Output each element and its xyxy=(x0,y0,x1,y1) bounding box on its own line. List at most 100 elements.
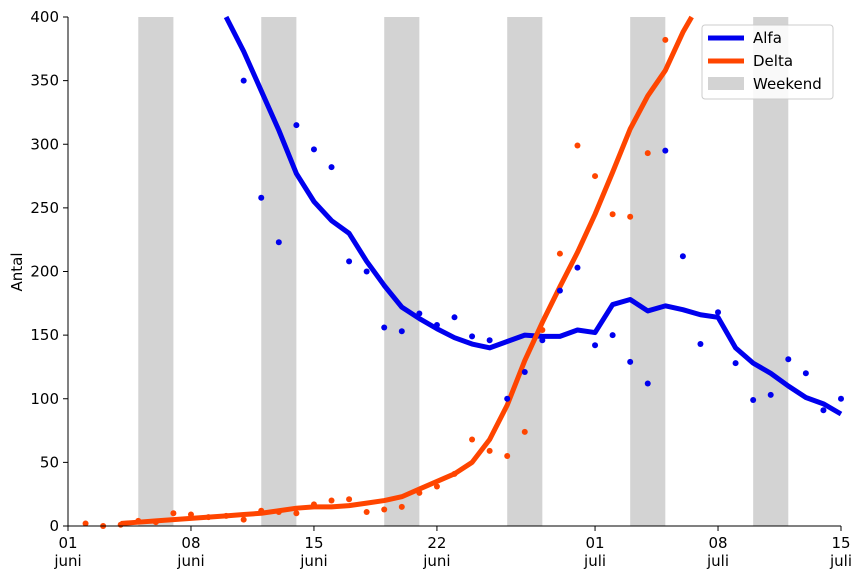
x-ticks: 01juni08juni15juni22juni01juli08juli15ju… xyxy=(53,526,852,570)
data-point-alfa xyxy=(715,309,722,316)
weekend-bands xyxy=(138,17,789,526)
data-point-delta xyxy=(152,519,159,526)
data-point-alfa xyxy=(346,258,353,265)
series-line-delta xyxy=(120,15,694,526)
data-point-delta xyxy=(135,517,142,524)
legend-swatch-weekend xyxy=(708,77,744,90)
x-tick-label-month: juli xyxy=(706,552,729,570)
data-point-alfa xyxy=(258,194,265,201)
data-point-delta xyxy=(451,470,458,477)
data-point-alfa xyxy=(609,332,616,339)
data-point-alfa xyxy=(838,395,844,402)
y-tick-label: 150 xyxy=(30,326,59,344)
weekend-band xyxy=(261,17,297,526)
data-point-delta xyxy=(398,503,405,510)
series-lines xyxy=(120,15,843,526)
data-point-alfa xyxy=(469,333,476,340)
data-point-delta xyxy=(469,436,476,443)
data-point-delta xyxy=(662,36,669,43)
data-point-alfa xyxy=(732,360,739,367)
weekend-band xyxy=(507,17,543,526)
x-tick-label-day: 15 xyxy=(831,534,850,552)
data-point-delta xyxy=(381,506,388,513)
x-tick-label-month: juni xyxy=(176,552,204,570)
data-point-delta xyxy=(117,521,124,528)
y-ticks: 0 50 100 150 200 250 300 350 400 xyxy=(30,8,68,535)
data-point-delta xyxy=(170,510,177,517)
weekend-band xyxy=(630,17,666,526)
x-tick-label-day: 15 xyxy=(304,534,323,552)
data-point-alfa xyxy=(820,407,827,414)
x-tick-label-day: 22 xyxy=(427,534,446,552)
legend: Alfa Delta Weekend xyxy=(701,24,834,100)
data-point-alfa xyxy=(486,337,493,344)
data-point-alfa xyxy=(556,287,563,294)
data-point-delta xyxy=(240,516,247,523)
x-tick-label-month: juni xyxy=(422,552,450,570)
data-point-alfa xyxy=(433,321,440,328)
data-point-alfa xyxy=(504,395,511,402)
y-tick-label: 50 xyxy=(40,453,59,471)
data-point-delta xyxy=(627,213,634,220)
data-point-delta xyxy=(574,142,581,149)
data-point-delta xyxy=(223,512,230,519)
data-point-alfa xyxy=(416,310,423,317)
x-tick-label-day: 01 xyxy=(58,534,77,552)
data-point-delta xyxy=(363,509,370,516)
data-point-alfa xyxy=(310,146,317,153)
x-tick-label-day: 01 xyxy=(585,534,604,552)
data-point-alfa xyxy=(592,342,599,349)
data-point-alfa xyxy=(275,239,282,246)
data-point-alfa xyxy=(539,337,546,344)
data-point-alfa xyxy=(293,122,300,129)
y-tick-label: 200 xyxy=(30,263,59,281)
data-point-alfa xyxy=(574,264,581,271)
y-tick-label: 300 xyxy=(30,135,59,153)
data-point-alfa xyxy=(697,341,704,348)
x-tick-label-day: 08 xyxy=(181,534,200,552)
data-point-alfa xyxy=(662,147,669,154)
x-tick-label-month: juli xyxy=(583,552,606,570)
y-tick-label: 400 xyxy=(30,8,59,26)
data-point-delta xyxy=(258,507,265,514)
data-point-alfa xyxy=(240,77,247,84)
weekend-band xyxy=(753,17,789,526)
data-point-delta xyxy=(592,173,599,180)
data-point-alfa xyxy=(750,397,757,404)
data-point-alfa xyxy=(802,370,809,377)
x-tick-label-month: juni xyxy=(53,552,81,570)
y-tick-label: 0 xyxy=(49,517,59,535)
data-point-delta xyxy=(521,428,528,435)
weekend-band xyxy=(138,17,174,526)
y-tick-label: 100 xyxy=(30,390,59,408)
y-tick-label: 250 xyxy=(30,199,59,217)
data-point-delta xyxy=(82,520,89,527)
data-point-alfa xyxy=(679,253,686,260)
data-point-alfa xyxy=(627,358,634,365)
data-point-alfa xyxy=(398,328,405,335)
data-point-delta xyxy=(293,510,300,517)
x-tick-label-day: 08 xyxy=(708,534,727,552)
data-point-delta xyxy=(416,489,423,496)
data-point-alfa xyxy=(363,268,370,275)
data-point-delta xyxy=(539,327,546,334)
data-point-alfa xyxy=(381,324,388,331)
data-point-alfa xyxy=(785,356,792,363)
data-point-alfa xyxy=(521,369,528,376)
data-point-delta xyxy=(504,453,511,460)
data-point-alfa xyxy=(328,164,335,171)
x-tick-label-month: juni xyxy=(299,552,327,570)
weekend-band xyxy=(384,17,420,526)
data-point-delta xyxy=(433,483,440,490)
series-points xyxy=(82,36,844,529)
y-axis-title: Antal xyxy=(8,252,26,291)
data-point-delta xyxy=(205,514,212,521)
data-point-alfa xyxy=(451,314,458,321)
data-point-delta xyxy=(346,496,353,503)
data-point-delta xyxy=(310,501,317,508)
legend-label-delta: Delta xyxy=(753,52,793,70)
legend-label-alfa: Alfa xyxy=(753,29,782,47)
data-point-alfa xyxy=(644,380,651,387)
data-point-delta xyxy=(644,150,651,157)
